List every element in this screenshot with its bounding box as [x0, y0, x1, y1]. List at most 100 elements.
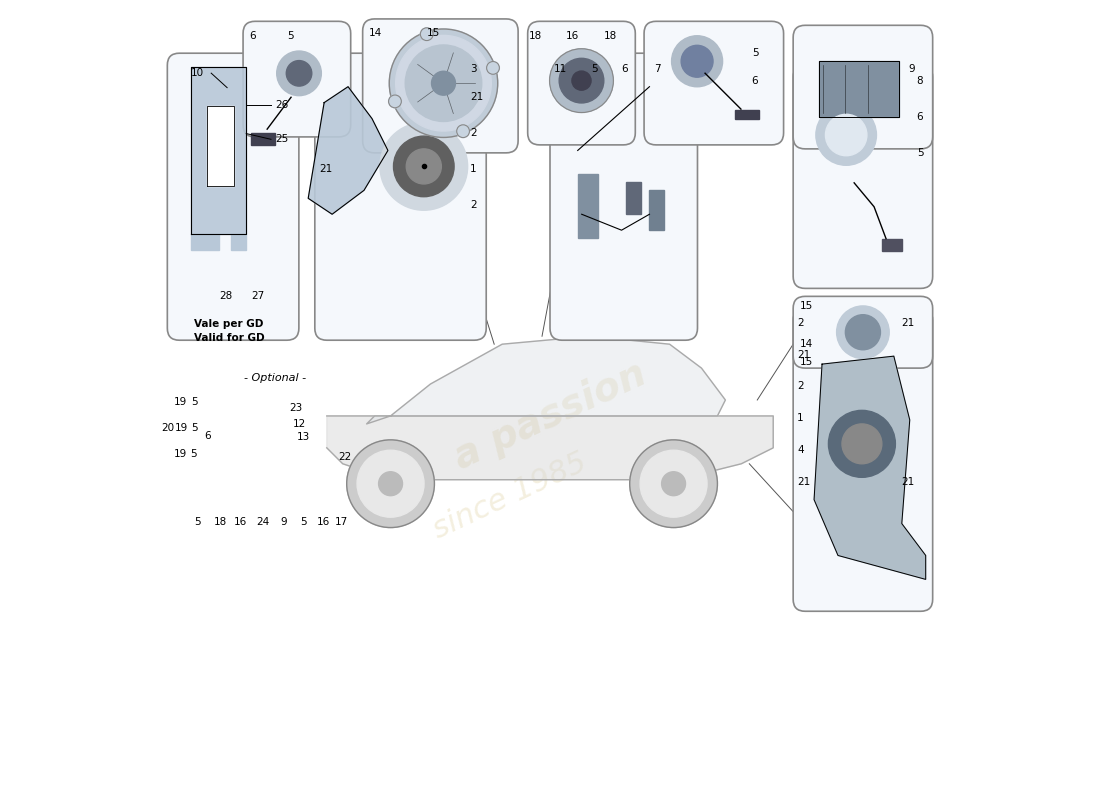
- Text: a passion: a passion: [448, 354, 652, 477]
- Text: 16: 16: [565, 30, 580, 41]
- Polygon shape: [207, 106, 234, 186]
- Circle shape: [389, 29, 497, 138]
- Text: 19: 19: [174, 398, 187, 407]
- Text: 20: 20: [161, 423, 174, 433]
- Text: 5: 5: [195, 517, 201, 527]
- Circle shape: [406, 149, 441, 184]
- Text: 21: 21: [319, 164, 332, 174]
- Circle shape: [629, 440, 717, 527]
- Circle shape: [559, 58, 604, 103]
- Circle shape: [379, 122, 467, 210]
- Text: 5: 5: [916, 148, 923, 158]
- Text: 2: 2: [471, 200, 477, 210]
- Text: since 1985: since 1985: [429, 447, 592, 544]
- Text: 14: 14: [800, 339, 813, 349]
- FancyBboxPatch shape: [793, 65, 933, 288]
- FancyBboxPatch shape: [363, 19, 518, 153]
- Text: 6: 6: [621, 64, 628, 74]
- Text: 8: 8: [916, 76, 923, 86]
- Circle shape: [486, 62, 499, 74]
- Text: 23: 23: [289, 403, 302, 413]
- Text: 2: 2: [798, 382, 804, 391]
- Text: 21: 21: [798, 477, 811, 487]
- Polygon shape: [308, 86, 388, 214]
- Circle shape: [431, 71, 455, 95]
- Text: 5: 5: [592, 64, 598, 74]
- Circle shape: [842, 424, 882, 464]
- Circle shape: [816, 105, 877, 166]
- Text: 21: 21: [798, 350, 811, 359]
- Polygon shape: [190, 66, 246, 234]
- Circle shape: [405, 45, 482, 122]
- FancyBboxPatch shape: [528, 22, 636, 145]
- Text: 1: 1: [471, 164, 477, 174]
- Text: 22: 22: [339, 452, 352, 462]
- Circle shape: [388, 95, 401, 108]
- Text: 21: 21: [901, 477, 914, 487]
- Text: 5: 5: [191, 423, 198, 433]
- Text: 12: 12: [294, 419, 307, 429]
- Text: 5: 5: [190, 450, 197, 459]
- Bar: [882, 238, 902, 250]
- Text: 19: 19: [174, 450, 187, 459]
- Text: 9: 9: [909, 63, 915, 74]
- Text: 21: 21: [901, 318, 914, 328]
- FancyBboxPatch shape: [243, 22, 351, 137]
- Bar: [251, 133, 275, 145]
- Text: 1: 1: [798, 414, 804, 423]
- Text: 2: 2: [798, 318, 804, 328]
- Text: 19: 19: [175, 423, 188, 433]
- FancyBboxPatch shape: [550, 54, 697, 340]
- Circle shape: [661, 472, 685, 496]
- Text: 10: 10: [191, 68, 205, 78]
- Circle shape: [846, 314, 880, 350]
- FancyBboxPatch shape: [167, 54, 299, 340]
- Circle shape: [346, 440, 434, 527]
- Text: 5: 5: [751, 48, 758, 58]
- Text: 6: 6: [250, 30, 256, 41]
- FancyBboxPatch shape: [315, 54, 486, 340]
- Text: 4: 4: [798, 446, 804, 455]
- Text: 3: 3: [471, 64, 477, 74]
- Text: 18: 18: [213, 517, 227, 527]
- Polygon shape: [190, 234, 219, 250]
- Text: 2: 2: [471, 128, 477, 138]
- Circle shape: [358, 450, 424, 517]
- Text: 6: 6: [916, 112, 923, 122]
- Bar: [649, 190, 663, 230]
- Text: 14: 14: [368, 28, 383, 38]
- Text: 15: 15: [800, 301, 813, 311]
- FancyBboxPatch shape: [793, 296, 933, 368]
- Text: 7: 7: [653, 64, 660, 74]
- Text: 5: 5: [191, 398, 198, 407]
- Text: Valid for GD: Valid for GD: [194, 333, 264, 343]
- Text: 17: 17: [336, 517, 349, 527]
- Circle shape: [286, 61, 311, 86]
- Text: 15: 15: [800, 357, 813, 366]
- Circle shape: [672, 36, 723, 86]
- Circle shape: [681, 46, 713, 78]
- Text: 24: 24: [256, 517, 270, 527]
- FancyBboxPatch shape: [793, 26, 933, 149]
- Text: 5: 5: [287, 30, 294, 41]
- Text: 21: 21: [471, 92, 484, 102]
- Bar: [578, 174, 597, 238]
- Text: 26: 26: [275, 100, 288, 110]
- Text: 16: 16: [317, 517, 330, 527]
- Polygon shape: [231, 234, 246, 250]
- Circle shape: [378, 472, 403, 496]
- FancyBboxPatch shape: [645, 22, 783, 145]
- Text: 13: 13: [297, 433, 310, 442]
- Text: 11: 11: [554, 64, 568, 74]
- Circle shape: [550, 49, 614, 113]
- Circle shape: [396, 35, 492, 131]
- Circle shape: [828, 410, 895, 478]
- Text: 18: 18: [529, 30, 542, 41]
- Polygon shape: [814, 356, 926, 579]
- FancyBboxPatch shape: [793, 308, 933, 611]
- Circle shape: [420, 28, 433, 41]
- Polygon shape: [327, 416, 773, 480]
- Text: Vale per GD: Vale per GD: [194, 319, 263, 330]
- Text: 15: 15: [427, 28, 440, 38]
- Circle shape: [572, 71, 591, 90]
